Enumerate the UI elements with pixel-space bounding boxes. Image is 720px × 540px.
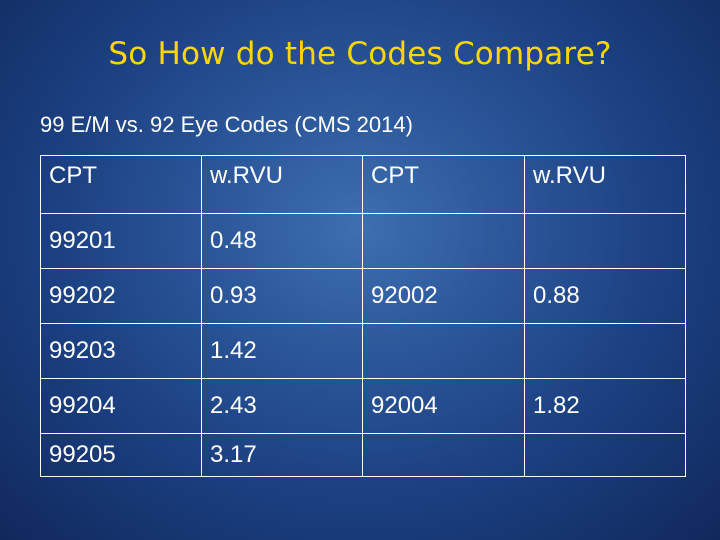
slide-subtitle: 99 E/M vs. 92 Eye Codes (CMS 2014) bbox=[40, 112, 413, 137]
cell-em-wrvu: 3.17 bbox=[201, 433, 363, 477]
slide-title: So How do the Codes Compare? bbox=[108, 36, 612, 72]
table-header-row: CPT w.RVU CPT w.RVU bbox=[40, 155, 686, 214]
cell-em-code: 99203 bbox=[40, 323, 202, 379]
header-cpt-eye: CPT bbox=[362, 155, 525, 214]
header-cpt-em: CPT bbox=[40, 155, 202, 214]
codes-comparison-table: CPT w.RVU CPT w.RVU 99201 0.48 99202 0.9… bbox=[40, 155, 686, 477]
cell-em-wrvu: 1.42 bbox=[201, 323, 363, 379]
table-row: 99205 3.17 bbox=[40, 433, 686, 477]
cell-eye-wrvu: 1.82 bbox=[524, 378, 686, 434]
header-wrvu-eye: w.RVU bbox=[524, 155, 686, 214]
table-row: 99204 2.43 92004 1.82 bbox=[40, 378, 686, 434]
cell-eye-code: 92004 bbox=[362, 378, 525, 434]
cell-eye-wrvu: 0.88 bbox=[524, 268, 686, 324]
cell-em-code: 99201 bbox=[40, 213, 202, 269]
cell-eye-wrvu bbox=[524, 213, 686, 269]
table-row: 99201 0.48 bbox=[40, 213, 686, 269]
cell-em-code: 99204 bbox=[40, 378, 202, 434]
cell-eye-wrvu bbox=[524, 433, 686, 477]
cell-eye-code: 92002 bbox=[362, 268, 525, 324]
cell-eye-code bbox=[362, 213, 525, 269]
cell-eye-wrvu bbox=[524, 323, 686, 379]
cell-em-code: 99202 bbox=[40, 268, 202, 324]
cell-em-wrvu: 2.43 bbox=[201, 378, 363, 434]
cell-eye-code bbox=[362, 433, 525, 477]
cell-em-code: 99205 bbox=[40, 433, 202, 477]
table-row: 99202 0.93 92002 0.88 bbox=[40, 268, 686, 324]
header-wrvu-em: w.RVU bbox=[201, 155, 363, 214]
cell-em-wrvu: 0.93 bbox=[201, 268, 363, 324]
cell-em-wrvu: 0.48 bbox=[201, 213, 363, 269]
table-row: 99203 1.42 bbox=[40, 323, 686, 379]
cell-eye-code bbox=[362, 323, 525, 379]
